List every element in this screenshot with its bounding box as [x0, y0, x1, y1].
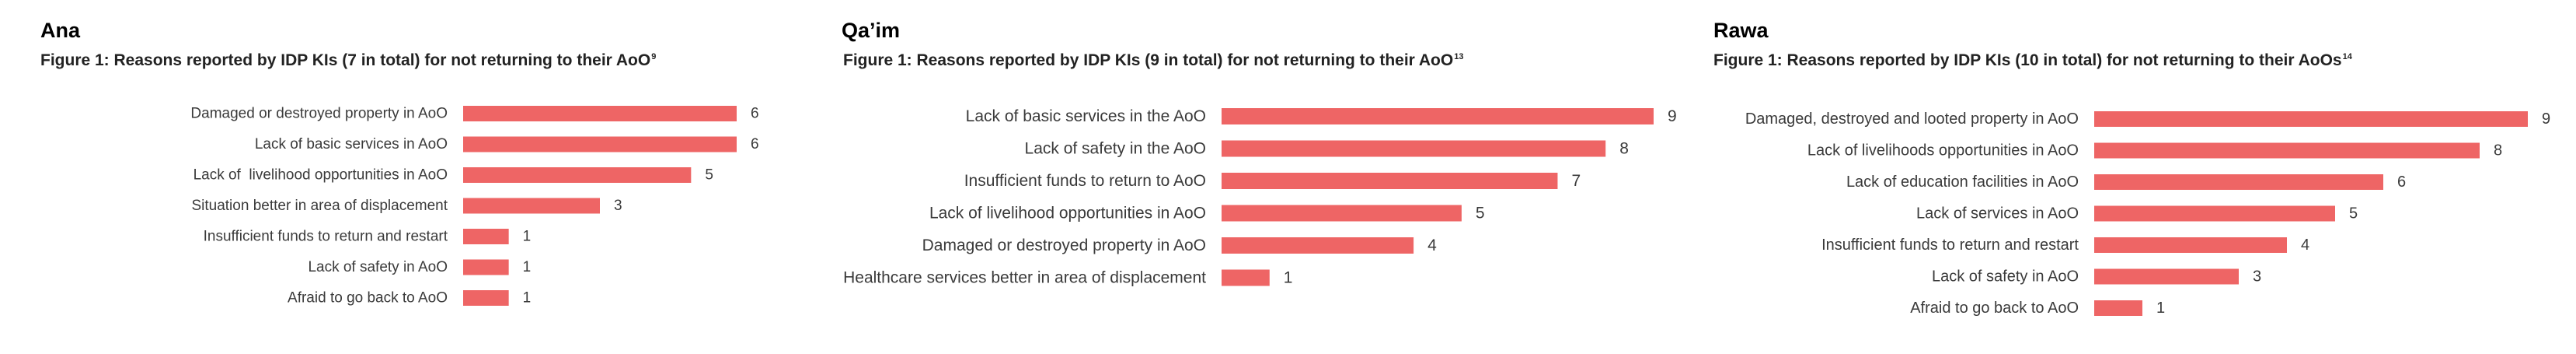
chart-panel-ana: Ana Figure 1: Reasons reported by IDP KI…	[40, 0, 817, 354]
figure-title: Figure 1: Reasons reported by IDP KIs (1…	[1713, 51, 2352, 70]
bar	[1222, 108, 1654, 124]
category-label: Lack of education facilities in AoO	[1846, 173, 2079, 191]
value-label: 3	[2253, 268, 2261, 286]
category-label: Healthcare services better in area of di…	[843, 269, 1206, 287]
category-label: Situation better in area of displacement	[191, 198, 448, 214]
bar	[2094, 237, 2287, 253]
value-label: 9	[2542, 110, 2550, 128]
bar	[463, 290, 509, 306]
value-label: 9	[1668, 107, 1677, 125]
value-label: 1	[523, 229, 532, 245]
bar	[463, 259, 509, 275]
bar	[1222, 205, 1462, 222]
bar-chart: Lack of basic services in the AoO 9 Lack o…	[843, 107, 1677, 287]
category-label: Insufficient funds to return to AoO	[964, 172, 1206, 190]
footnote-ref: 13	[1454, 52, 1464, 61]
value-label: 7	[1571, 172, 1581, 190]
category-label: Lack of safety in AoO	[308, 259, 448, 275]
category-label: Lack of services in AoO	[1916, 205, 2079, 223]
value-label: 1	[2156, 300, 2165, 317]
category-label: Damaged or destroyed property in AoO	[922, 237, 1206, 254]
category-label: Lack of safety in AoO	[1932, 268, 2079, 286]
bar	[1222, 140, 1606, 157]
footnote-ref: 14	[2342, 52, 2352, 61]
bar	[463, 229, 509, 244]
value-label: 6	[2397, 173, 2406, 191]
bar	[463, 106, 737, 121]
bar	[2094, 174, 2383, 190]
bar	[2094, 111, 2528, 127]
category-label: Damaged or destroyed property in AoO	[190, 106, 448, 122]
value-label: 5	[705, 167, 713, 184]
figure-title: Figure 1: Reasons reported by IDP KIs (7…	[40, 51, 656, 70]
figure-title: Figure 1: Reasons reported by IDP KIs (9…	[843, 51, 1463, 70]
value-label: 1	[1284, 269, 1293, 287]
category-label: Lack of livelihood opportunities in AoO	[929, 205, 1206, 223]
value-label: 5	[1476, 205, 1485, 223]
location-title: Qa’im	[842, 19, 901, 42]
value-label: 6	[751, 106, 759, 122]
figure-title-text: Figure 1: Reasons reported by IDP KIs (7…	[40, 51, 651, 69]
bar	[1222, 269, 1270, 286]
figure-title-text: Figure 1: Reasons reported by IDP KIs (9…	[843, 51, 1454, 69]
category-label: Damaged, destroyed and looted property i…	[1745, 110, 2079, 128]
value-label: 1	[523, 290, 532, 307]
location-title: Rawa	[1713, 19, 1769, 42]
value-label: 5	[2349, 205, 2358, 223]
value-label: 1	[523, 259, 532, 275]
category-label: Lack of livelihood opportunities in AoO	[193, 167, 448, 184]
chart-panel-rawa: Rawa Figure 1: Reasons reported by IDP K…	[1713, 0, 2568, 354]
category-label: Insufficient funds to return and restart	[1821, 237, 2079, 254]
value-label: 3	[614, 198, 622, 214]
category-label: Insufficient funds to return and restart	[204, 229, 448, 245]
value-label: 8	[2494, 142, 2502, 159]
bar-chart: Damaged, destroyed and looted property i…	[1745, 110, 2550, 317]
category-label: Lack of safety in the AoO	[1025, 140, 1206, 158]
bar	[2094, 142, 2480, 159]
bar	[463, 136, 737, 152]
value-label: 6	[751, 136, 759, 152]
value-label: 4	[2301, 237, 2309, 254]
bar-chart: Damaged or destroyed property in AoO 6 Lac…	[190, 106, 759, 307]
value-label: 4	[1427, 237, 1437, 254]
bar	[2094, 300, 2142, 316]
category-label: Lack of basic services in AoO	[255, 136, 448, 152]
category-label: Lack of livelihoods opportunities in AoO	[1807, 142, 2079, 159]
figure-title-text: Figure 1: Reasons reported by IDP KIs (1…	[1713, 51, 2342, 69]
category-label: Lack of basic services in the AoO	[966, 107, 1206, 125]
location-title: Ana	[40, 19, 81, 42]
bar	[2094, 268, 2239, 285]
footnote-ref: 9	[651, 52, 657, 61]
bar	[1222, 173, 1558, 189]
bar	[2094, 205, 2335, 222]
bar	[463, 198, 600, 214]
category-label: Afraid to go back to AoO	[1910, 300, 2079, 317]
category-label: Afraid to go back to AoO	[288, 290, 448, 307]
value-label: 8	[1619, 140, 1629, 158]
chart-panel-qaim: Qa’im Figure 1: Reasons reported by IDP …	[842, 0, 1696, 354]
bar	[1222, 237, 1414, 254]
bar	[463, 167, 692, 183]
